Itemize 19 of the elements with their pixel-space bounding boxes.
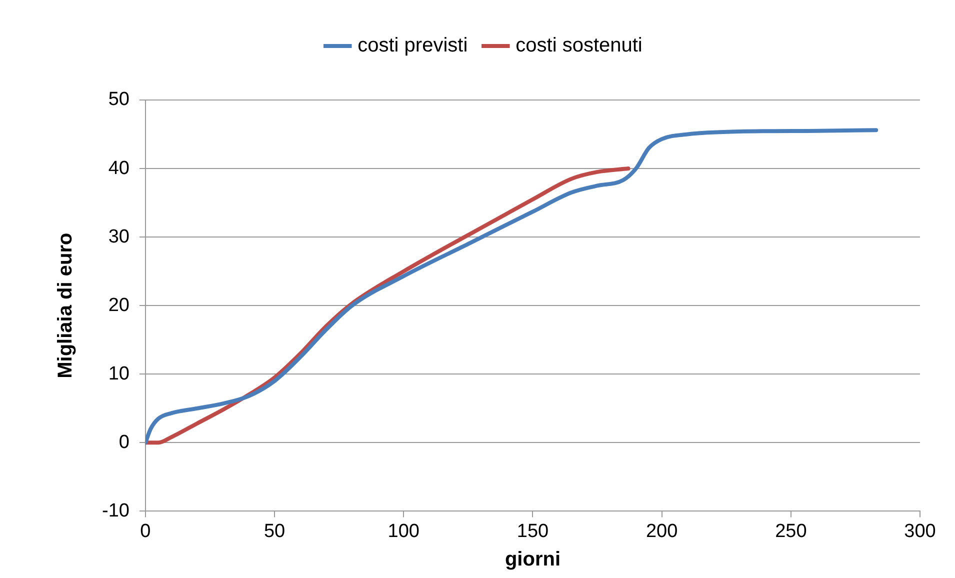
line-series — [145, 128, 878, 445]
legend-label: costi sostenuti — [516, 34, 642, 57]
y-tick-label: 0 — [118, 432, 130, 453]
x-tick-label: 0 — [140, 520, 151, 542]
y-tick-label: 20 — [108, 294, 130, 316]
y-tick-label: 10 — [108, 363, 130, 384]
legend-label: costi previsti — [358, 34, 468, 57]
x-tick-label: 150 — [516, 520, 549, 542]
y-axis-title: Migliaia di euro — [54, 232, 77, 378]
x-tick-label: 50 — [264, 520, 286, 542]
y-tick-label: -10 — [102, 500, 130, 522]
y-tick-label: 30 — [108, 226, 130, 248]
y-tick-label: 50 — [108, 89, 130, 110]
y-tick-label: 40 — [108, 158, 130, 179]
x-tick-label: 200 — [646, 520, 678, 542]
x-tick-label: 100 — [388, 520, 420, 542]
x-tick-label: 300 — [904, 520, 936, 542]
x-tick-label: 250 — [775, 520, 807, 542]
x-axis-title: giorni — [504, 548, 561, 571]
